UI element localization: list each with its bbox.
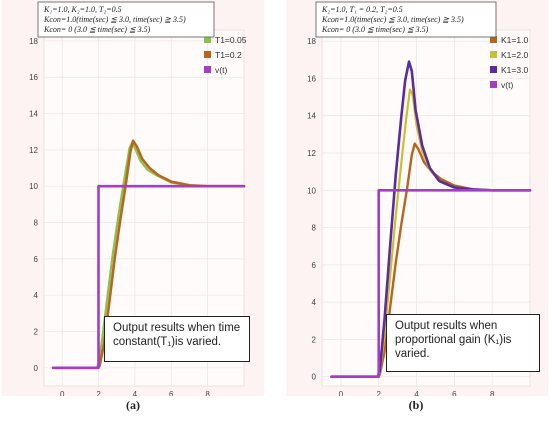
chart-b-x-tick-label: 6 xyxy=(452,390,457,396)
chart-b-legend-label: K1=1.0 xyxy=(501,35,528,45)
chart-b-param-box xyxy=(315,1,497,38)
chart-a-param-box xyxy=(37,1,215,38)
chart-a-y-tick-label: 2 xyxy=(34,328,39,337)
chart-a-y-tick-label: 12 xyxy=(29,146,38,155)
chart-b-y-tick-label: 0 xyxy=(312,373,317,382)
chart-a-legend-label: v(t) xyxy=(215,65,227,75)
chart-a-series-line-2 xyxy=(51,184,246,370)
chart-a-y-axis: 0 2 4 6 8 10 12 14 16 18 xyxy=(29,37,38,373)
chart-a-legend-swatch xyxy=(204,36,211,43)
chart-b-param-2: Kcon=1.0(time(sec) ≦ 3.0, time(sec) ≧ 3.… xyxy=(321,15,464,24)
chart-a-series xyxy=(51,139,246,370)
chart-b-y-tick-label: 10 xyxy=(307,186,316,195)
chart-b-y-tick-label: 4 xyxy=(312,298,317,307)
chart-b-y-tick-label: 6 xyxy=(312,261,317,270)
chart-b-x-tick-label: 0 xyxy=(339,390,344,396)
chart-a-legend-swatch xyxy=(204,51,211,58)
chart-b-y-tick-label: 18 xyxy=(307,37,316,46)
chart-b-param-1: K₂=1.0, T₁ = 0.2, T₂=0.5 xyxy=(321,5,403,14)
chart-b-y-tick-label: 12 xyxy=(307,149,316,158)
chart-a-x-tick-label: 6 xyxy=(169,390,174,396)
chart-a-param-1: K₁=1.0, K₂=1.0, T₂=0.5 xyxy=(43,5,122,14)
chart-b-legend-swatch xyxy=(490,36,497,43)
chart-b-x-axis: 0 2 4 6 8 xyxy=(339,390,495,396)
chart-a-x-tick-label: 8 xyxy=(205,390,210,396)
chart-b-legend-swatch xyxy=(490,81,497,88)
chart-a-y-tick-label: 6 xyxy=(34,255,39,264)
chart-a-x-tick-label: 2 xyxy=(96,390,101,396)
chart-a-x-tick-label: 0 xyxy=(60,390,65,396)
chart-a-y-tick-label: 0 xyxy=(34,364,39,373)
chart-b-x-tick-label: 8 xyxy=(490,390,495,396)
caption-a: (a) xyxy=(126,398,140,412)
chart-b-legend-label: v(t) xyxy=(501,80,513,90)
chart-b-series-line-2 xyxy=(330,60,532,379)
chart-a-y-tick-label: 18 xyxy=(29,37,38,46)
chart-b-y-tick-label: 2 xyxy=(312,335,317,344)
chart-b-legend-label: K1=2.0 xyxy=(501,50,528,60)
chart-b-legend: K1=1.0 K1=2.0 K1=3.0 v(t) xyxy=(490,35,528,90)
chart-a-y-tick-label: 8 xyxy=(34,219,39,228)
chart-a-y-tick-label: 10 xyxy=(29,182,38,191)
chart-a-legend-label: T1=0.05 xyxy=(215,35,247,45)
caption-b: (b) xyxy=(408,398,424,412)
chart-b-x-tick-label: 2 xyxy=(377,390,382,396)
chart-a-series-line-1 xyxy=(51,139,246,370)
chart-a-legend-label: T1=0.2 xyxy=(215,50,242,60)
chart-a-y-tick-label: 14 xyxy=(29,110,38,119)
chart-b-legend-swatch xyxy=(490,66,497,73)
chart-a-param-2: Kcon=1.0(time(sec) ≦ 3.0, time(sec) ≧ 3.… xyxy=(43,15,186,24)
chart-b-y-tick-label: 16 xyxy=(307,74,316,83)
chart-b-y-tick-label: 8 xyxy=(312,224,317,233)
chart-b-legend-swatch xyxy=(490,51,497,58)
chart-a-legend: T1=0.05 T1=0.2 v(t) xyxy=(204,35,247,75)
chart-b-series-line-0 xyxy=(330,142,532,378)
chart-b-param-3: Kcon= 0 (3.0 ≦ time(sec) ≦ 3.5) xyxy=(321,25,429,34)
chart-a-x-axis: 0 2 4 6 8 xyxy=(60,390,210,396)
chart-b-note: Output results when proportional gain (K… xyxy=(386,314,540,372)
chart-a-x-tick-label: 4 xyxy=(133,390,138,396)
chart-b-y-tick-label: 14 xyxy=(307,112,316,121)
chart-a-param-3: Kcon= 0 (3.0 ≦ time(sec) ≦ 3.5) xyxy=(43,25,151,34)
chart-b-series xyxy=(330,60,532,379)
chart-a-y-tick-label: 4 xyxy=(34,291,39,300)
chart-b-x-tick-label: 4 xyxy=(414,390,419,396)
chart-a-legend-swatch xyxy=(204,66,211,73)
chart-b-y-axis: 0 2 4 6 8 10 12 14 16 18 xyxy=(307,37,316,381)
chart-a-note: Output results when time constant(T₁)is … xyxy=(104,316,250,362)
chart-b-legend-label: K1=3.0 xyxy=(501,65,528,75)
chart-b-series-line-3 xyxy=(330,189,532,379)
chart-a-y-tick-label: 16 xyxy=(29,73,38,82)
